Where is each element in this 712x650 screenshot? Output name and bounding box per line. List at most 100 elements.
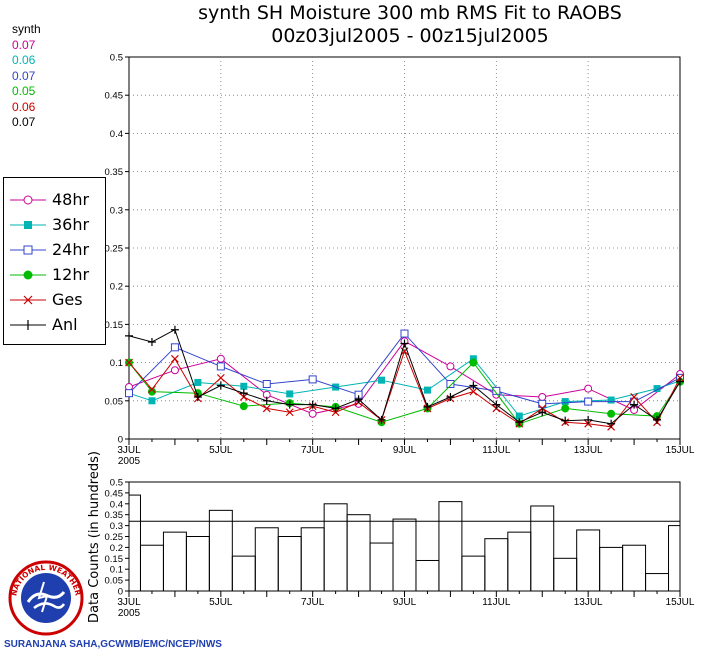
data-point-24hr xyxy=(446,379,455,388)
count-bar xyxy=(231,555,256,592)
legend-label: Anl xyxy=(52,315,78,334)
data-point-anl xyxy=(446,392,455,401)
title-line-1: synth SH Moisture 300 mb RMS Fit to RAOB… xyxy=(198,2,622,24)
chart-title: synth SH Moisture 300 mb RMS Fit to RAOB… xyxy=(140,2,680,48)
count-bar xyxy=(622,544,647,592)
y-tick-label: 0.45 xyxy=(105,488,124,499)
x-tick-label: 11JUL xyxy=(482,445,511,456)
y-tick-label: 0 xyxy=(118,435,123,446)
data-point-12hr xyxy=(607,409,616,418)
legend-item-ges: Ges xyxy=(4,288,105,312)
legend-item-36hr: 36hr xyxy=(4,213,105,237)
data-point-24hr xyxy=(400,329,409,338)
data-point-anl xyxy=(193,392,202,401)
legend-marker-12hr xyxy=(10,270,46,280)
x-tick-label: 13JUL xyxy=(574,597,603,608)
x-tick-label: 5JUL xyxy=(209,445,233,456)
data-point-36hr xyxy=(423,386,431,394)
legend-label: 48hr xyxy=(52,190,90,209)
data-point-anl xyxy=(561,416,570,425)
count-bar xyxy=(599,546,624,592)
count-bar xyxy=(553,557,578,592)
data-point-ges xyxy=(630,393,639,401)
data-point-12hr xyxy=(239,402,248,411)
count-bar xyxy=(277,536,302,592)
data-point-ges xyxy=(262,404,271,413)
x-tick-label: 15JUL xyxy=(666,597,695,608)
data-point-anl xyxy=(216,381,225,390)
legend-item-12hr: 12hr xyxy=(4,263,105,287)
data-point-36hr xyxy=(561,398,569,406)
summary-value-anl: 0.07 xyxy=(12,115,36,129)
data-point-anl xyxy=(285,400,294,409)
y-tick-label: 0.4 xyxy=(110,129,123,140)
data-point-ges xyxy=(148,385,156,394)
data-point-36hr xyxy=(148,397,156,405)
x-tick-label: 13JUL xyxy=(574,445,603,456)
legend: 48hr 36hr 24hr 12hr Ges Anl xyxy=(3,177,106,345)
count-bar xyxy=(668,525,681,592)
data-point-36hr xyxy=(607,396,615,404)
y-tick-label: 0.2 xyxy=(110,282,123,293)
legend-item-anl: Anl xyxy=(4,313,105,337)
legend-label: Ges xyxy=(52,290,83,309)
count-bar xyxy=(346,514,371,592)
data-point-48hr xyxy=(538,392,547,401)
data-point-anl xyxy=(469,381,478,390)
count-bar xyxy=(185,536,210,592)
summary-values: synth 0.07 0.06 0.07 0.05 0.06 0.07 xyxy=(12,22,41,131)
nws-logo-icon: NATIONAL WEATHER SERVICE xyxy=(6,560,84,636)
data-point-48hr xyxy=(446,362,455,371)
count-bar xyxy=(300,527,325,592)
data-point-36hr xyxy=(653,385,661,393)
data-point-48hr xyxy=(308,409,317,418)
data-point-anl xyxy=(515,418,524,427)
data-point-48hr xyxy=(584,384,593,393)
y-axis-label: Data Counts (in hundreds) xyxy=(87,451,102,623)
summary-value-36hr: 0.06 xyxy=(12,53,36,67)
y-tick-label: 0.5 xyxy=(110,478,123,489)
count-bar xyxy=(530,505,555,592)
legend-marker-24hr xyxy=(10,245,46,255)
x-tick-label: 5JUL xyxy=(209,597,233,608)
data-point-anl xyxy=(377,415,386,424)
x-tick-label: 3JUL xyxy=(117,445,141,456)
count-bar xyxy=(139,544,164,592)
data-point-anl xyxy=(584,415,593,424)
data-point-anl xyxy=(607,419,616,428)
count-bar xyxy=(484,538,509,592)
data-point-24hr xyxy=(538,399,547,408)
y-tick-label: 0.45 xyxy=(105,91,124,102)
y-tick-label: 0.3 xyxy=(110,521,123,532)
data-point-24hr xyxy=(262,379,271,388)
count-bar xyxy=(461,555,486,592)
y-tick-label: 0.2 xyxy=(110,543,123,554)
data-point-anl xyxy=(354,395,363,404)
legend-label: 24hr xyxy=(52,240,90,259)
data-point-anl xyxy=(125,331,133,340)
summary-value-24hr: 0.07 xyxy=(12,68,36,83)
data-point-24hr xyxy=(308,375,317,384)
credit-text: SURANJANA SAHA,GCWMB/EMC/NCEP/NWS xyxy=(4,639,222,650)
rms-line-chart: 0 0.05 0.1 0.15 0.2 0.25 0.3 0.35 0.4 0.45 0.5 3JUL… xyxy=(105,53,695,468)
legend-item-48hr: 48hr xyxy=(4,188,105,212)
count-bar xyxy=(415,559,440,592)
data-point-anl xyxy=(170,325,179,334)
data-point-anl xyxy=(630,400,639,409)
count-bar xyxy=(128,494,141,592)
data-point-24hr xyxy=(125,389,133,398)
legend-marker-36hr xyxy=(10,221,46,229)
summary-value-48hr: 0.07 xyxy=(12,37,36,52)
data-point-24hr xyxy=(216,362,225,371)
x-tick-label: 3JUL xyxy=(117,597,141,608)
data-point-36hr xyxy=(194,378,202,386)
x-tick-label: 9JUL xyxy=(393,597,417,608)
y-tick-label: 0.3 xyxy=(110,205,123,216)
data-point-12hr xyxy=(469,358,478,367)
legend-item-24hr: 24hr xyxy=(4,238,105,262)
x-tick-label: 7JUL xyxy=(301,445,325,456)
data-point-48hr xyxy=(216,354,225,363)
data-point-anl xyxy=(538,408,547,417)
data-point-24hr xyxy=(584,397,593,406)
y-tick-label: 0.1 xyxy=(110,358,123,369)
